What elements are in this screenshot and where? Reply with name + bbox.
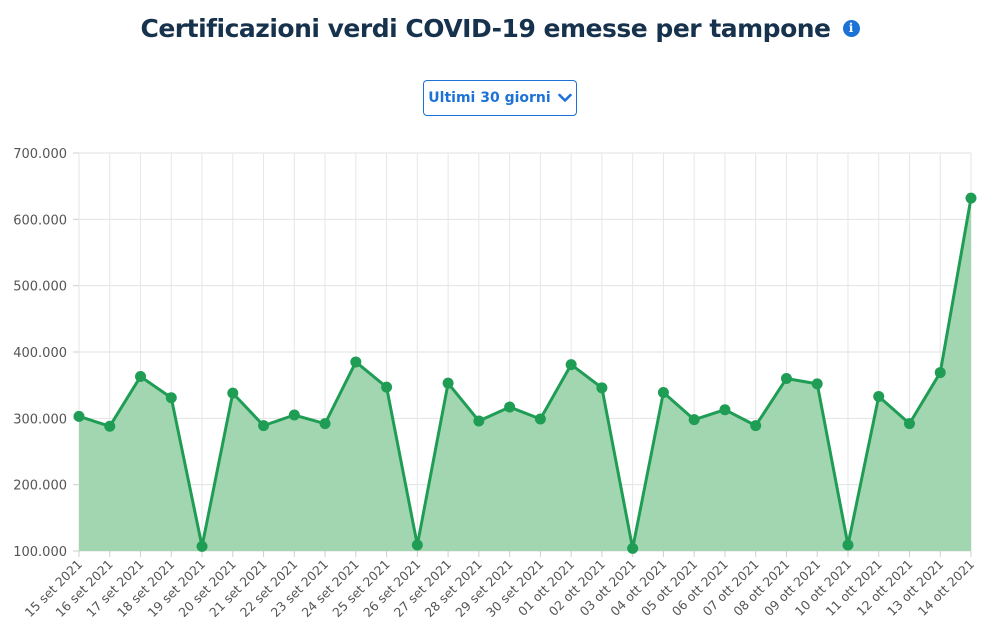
y-tick-label: 200.000 xyxy=(13,479,67,494)
data-point xyxy=(903,418,915,430)
data-point xyxy=(780,373,792,385)
data-point xyxy=(196,540,208,552)
data-point xyxy=(750,420,762,432)
data-point xyxy=(411,539,423,551)
data-point xyxy=(73,410,85,422)
y-tick-label: 700.000 xyxy=(13,147,67,162)
y-tick-label: 300.000 xyxy=(13,412,67,427)
data-point xyxy=(565,359,577,371)
data-point xyxy=(842,539,854,551)
y-tick-label: 100.000 xyxy=(13,545,67,560)
data-point xyxy=(381,381,393,393)
info-icon[interactable]: i xyxy=(842,20,860,37)
data-point xyxy=(965,192,977,204)
data-point xyxy=(288,409,300,421)
data-point xyxy=(873,390,885,402)
data-point xyxy=(534,413,546,425)
y-tick-label: 500.000 xyxy=(13,280,67,295)
series-line xyxy=(78,197,973,550)
title-row: Certificazioni verdi COVID-19 emesse per… xyxy=(0,14,1000,43)
data-point xyxy=(319,418,331,430)
page-title: Certificazioni verdi COVID-19 emesse per… xyxy=(140,14,831,43)
data-point xyxy=(135,371,147,383)
data-point xyxy=(811,378,823,390)
data-point xyxy=(504,401,516,413)
series-area xyxy=(79,198,971,551)
chevron-down-icon xyxy=(557,93,572,102)
data-point xyxy=(596,382,608,394)
data-point xyxy=(165,392,177,404)
data-point xyxy=(719,404,731,416)
data-point xyxy=(258,420,270,432)
data-point xyxy=(104,420,116,432)
data-point xyxy=(227,387,239,399)
time-range-label: Ultimi 30 giorni xyxy=(428,90,551,106)
y-tick-label: 600.000 xyxy=(13,213,67,228)
data-point xyxy=(473,415,485,427)
data-point xyxy=(442,377,454,389)
data-point xyxy=(627,542,639,554)
data-point xyxy=(688,414,700,426)
data-point xyxy=(350,356,362,368)
data-point xyxy=(657,386,669,398)
time-range-dropdown[interactable]: Ultimi 30 giorni xyxy=(423,80,577,116)
y-tick-label: 400.000 xyxy=(13,346,67,361)
data-point xyxy=(934,367,946,379)
